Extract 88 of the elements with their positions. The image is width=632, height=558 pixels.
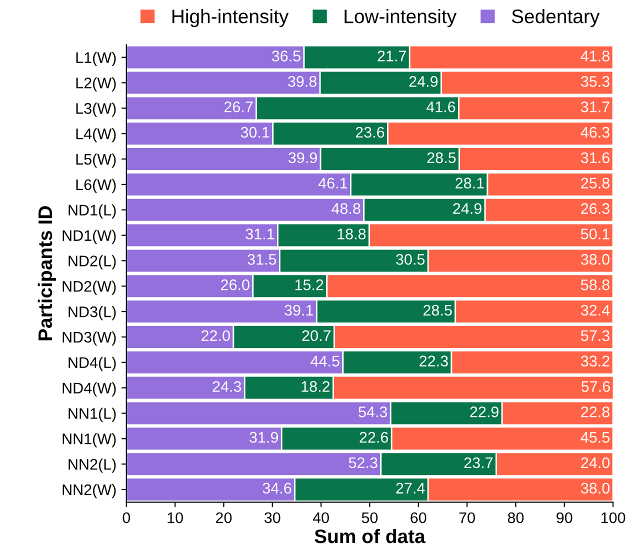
data-label: 41.8	[580, 50, 610, 62]
data-label: 41.6	[426, 101, 456, 112]
data-label: 27.4	[396, 482, 425, 494]
data-label: 39.8	[288, 76, 316, 87]
legend-label: Sedentary	[512, 9, 600, 28]
data-label: 38.0	[580, 482, 610, 494]
data-label: 38.0	[580, 254, 610, 265]
y-tick-label: L4(W)	[76, 128, 116, 142]
data-label: 26.7	[224, 101, 253, 112]
y-tick-label: L1(W)	[76, 52, 116, 66]
x-tick-label: 30	[264, 512, 280, 524]
y-tick-label: L5(W)	[76, 153, 116, 168]
data-label: 22.6	[360, 432, 388, 443]
x-tick-label: 40	[312, 512, 329, 524]
data-label: 46.1	[318, 178, 348, 189]
data-label: 33.2	[580, 356, 610, 366]
data-label: 23.7	[464, 457, 493, 468]
y-tick-label: L2(W)	[76, 77, 116, 92]
y-tick-label: ND2(L)	[68, 255, 116, 270]
data-label: 48.8	[332, 203, 360, 214]
data-label: 15.2	[295, 279, 324, 290]
y-tick-label: L3(W)	[76, 102, 116, 117]
data-label: 26.0	[221, 279, 250, 290]
data-label: 46.3	[580, 126, 610, 138]
x-tick-label: 100	[601, 512, 626, 524]
y-tick-label: L6(W)	[76, 178, 116, 194]
data-label: 22.0	[202, 330, 230, 342]
data-label: 24.9	[453, 203, 482, 214]
data-label: 57.6	[581, 381, 610, 392]
y-tick-label: ND1(L)	[68, 204, 116, 219]
data-label: 18.8	[338, 228, 366, 240]
x-tick-label: 70	[459, 512, 475, 524]
data-label: 24.9	[409, 76, 438, 87]
data-label: 31.5	[248, 254, 276, 265]
data-label: 30.5	[396, 254, 425, 265]
data-label: 35.3	[580, 76, 610, 87]
data-label: 39.1	[284, 304, 314, 316]
data-label: 31.7	[580, 101, 610, 112]
x-tick-label: 90	[556, 512, 572, 524]
x-tick-label: 10	[168, 512, 183, 524]
data-label: 21.7	[378, 50, 406, 62]
data-label: 24.0	[581, 457, 610, 468]
y-tick-label: ND1(W)	[62, 230, 116, 244]
data-label: 57.3	[581, 330, 610, 342]
x-tick-label: 50	[362, 512, 378, 524]
data-label: 58.8	[581, 279, 610, 290]
data-label: 54.3	[358, 406, 388, 418]
data-label: 20.7	[302, 330, 331, 342]
y-tick-label: NN2(W)	[62, 484, 116, 498]
data-label: 24.3	[212, 381, 242, 392]
legend-label: High-intensity	[172, 9, 289, 28]
legend-label: Low-intensity	[344, 9, 457, 28]
y-tick-label: ND3(W)	[62, 331, 116, 346]
data-label: 30.1	[240, 126, 270, 138]
y-tick-label: ND4(W)	[62, 382, 116, 397]
data-label: 28.5	[427, 152, 456, 164]
y-tick-label: NN2(L)	[68, 458, 116, 473]
y-tick-label: NN1(L)	[68, 408, 116, 422]
x-axis-title: Sum of data	[314, 528, 426, 544]
y-tick-label: NN1(W)	[62, 433, 116, 448]
data-label: 28.1	[456, 178, 484, 189]
x-tick-label: 20	[216, 512, 232, 524]
data-label: 36.5	[272, 50, 300, 62]
data-label: 22.8	[581, 406, 610, 418]
y-axis-title: Participants ID	[38, 206, 56, 340]
data-label: 23.6	[356, 126, 384, 138]
data-label: 25.8	[581, 178, 610, 189]
data-label: 32.4	[580, 304, 610, 316]
y-tick-label: ND4(L)	[68, 356, 116, 372]
data-label: 52.3	[348, 457, 378, 468]
data-label: 22.3	[420, 356, 448, 366]
data-label: 31.9	[250, 432, 278, 443]
x-tick-label: 60	[410, 512, 426, 524]
data-label: 18.2	[302, 381, 330, 392]
data-label: 50.1	[581, 228, 610, 240]
data-label: 22.9	[470, 406, 498, 418]
data-label: 44.5	[310, 356, 340, 366]
x-tick-label: 0	[122, 512, 130, 524]
data-label: 26.3	[581, 203, 610, 214]
data-label: 45.5	[580, 432, 610, 443]
y-tick-label: ND2(W)	[62, 280, 116, 295]
data-label: 31.1	[246, 228, 274, 240]
data-label: 34.6	[262, 482, 292, 494]
data-label: 31.6	[580, 152, 610, 164]
y-tick-label: ND3(L)	[68, 306, 116, 320]
data-label: 39.9	[288, 152, 317, 164]
x-tick-label: 80	[508, 512, 524, 524]
data-label: 28.5	[423, 304, 452, 316]
